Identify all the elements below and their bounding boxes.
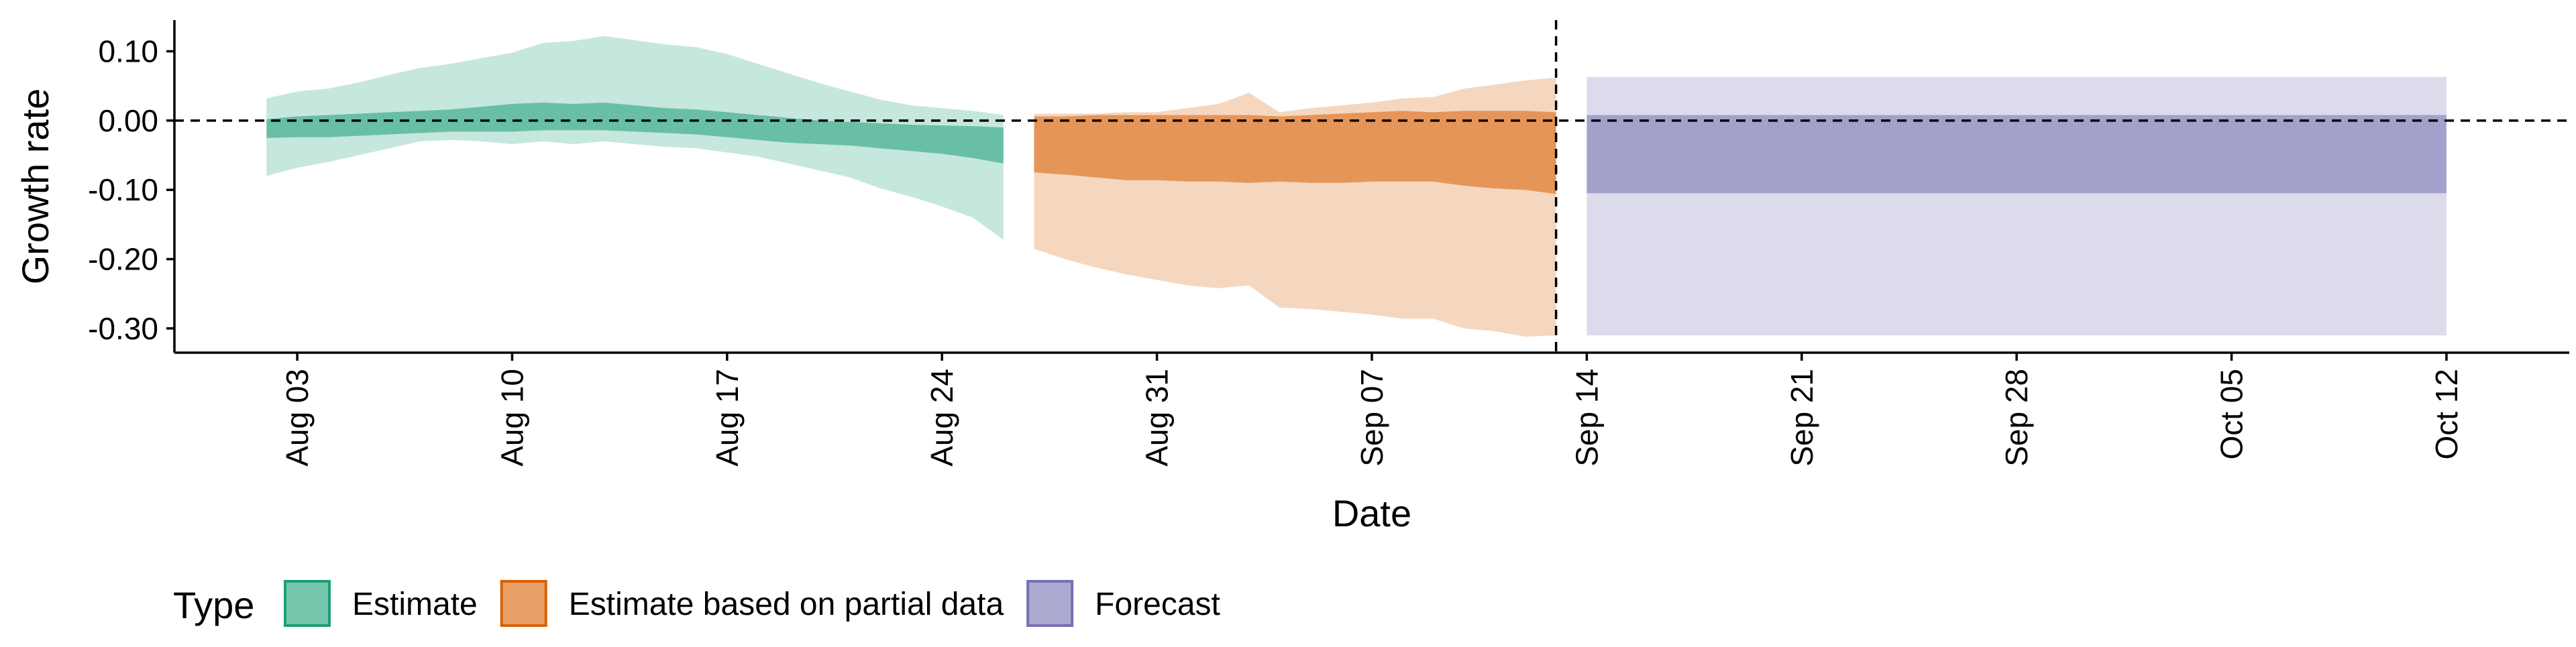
y-tick-label: -0.10	[88, 172, 158, 207]
series-1-outer-band	[266, 36, 1004, 240]
x-tick-label: Sep 21	[1784, 369, 1819, 467]
legend: Type Estimate Estimate based on partial d…	[173, 580, 1220, 627]
x-tick-label: Aug 10	[494, 369, 529, 467]
legend-item-2: Estimate based on partial data	[500, 580, 1004, 627]
reference-lines	[174, 20, 2569, 353]
legend-swatch	[1026, 580, 1074, 627]
x-tick-label: Sep 28	[1999, 369, 2034, 467]
series-1	[266, 36, 1004, 240]
series-3	[1587, 76, 2447, 336]
series-2-inner-band	[1034, 111, 1556, 194]
x-tick-label: Sep 14	[1569, 369, 1604, 467]
legend-label: Estimate	[352, 587, 478, 622]
y-tick-label: 0.10	[98, 34, 158, 69]
axes: 0.100.00-0.10-0.20-0.30 Aug 03 Aug 10 Aug …	[88, 20, 2569, 467]
x-tick-label: Aug 17	[710, 369, 745, 467]
series-2	[1034, 77, 1556, 337]
y-tick-label: -0.30	[88, 311, 158, 346]
legend-item-1: Estimate	[284, 580, 478, 627]
legend-title: Type	[173, 584, 254, 626]
x-tick-label: Oct 12	[2429, 369, 2464, 460]
legend-swatch	[284, 580, 331, 627]
x-tick-label: Aug 31	[1140, 369, 1175, 467]
legend-label: Forecast	[1095, 587, 1220, 622]
series-3-inner-band	[1587, 115, 2447, 194]
x-tick-label: Sep 07	[1354, 369, 1389, 467]
legend-label: Estimate based on partial data	[569, 587, 1004, 622]
series-1-inner-band	[266, 103, 1004, 164]
legend-items: Estimate Estimate based on partial data Fo…	[284, 580, 1220, 627]
x-tick-label: Aug 03	[280, 369, 315, 467]
x-axis-title: Date	[1332, 492, 1411, 534]
y-tick-label: -0.20	[88, 242, 158, 277]
y-axis-title: Growth rate	[14, 89, 56, 285]
y-tick-label: 0.00	[98, 103, 158, 138]
x-tick-label: Aug 24	[924, 369, 959, 467]
x-ticks: Aug 03 Aug 10 Aug 17 Aug 24 Aug 31 Sep 07 Sep …	[280, 353, 2464, 467]
y-ticks: 0.10 0.00 -0.10 -0.20 -0.30	[88, 34, 174, 346]
legend-item-3: Forecast	[1026, 580, 1220, 627]
legend-swatch	[500, 580, 547, 627]
bands-layer	[266, 36, 2447, 337]
x-tick-label: Oct 05	[2214, 369, 2249, 460]
